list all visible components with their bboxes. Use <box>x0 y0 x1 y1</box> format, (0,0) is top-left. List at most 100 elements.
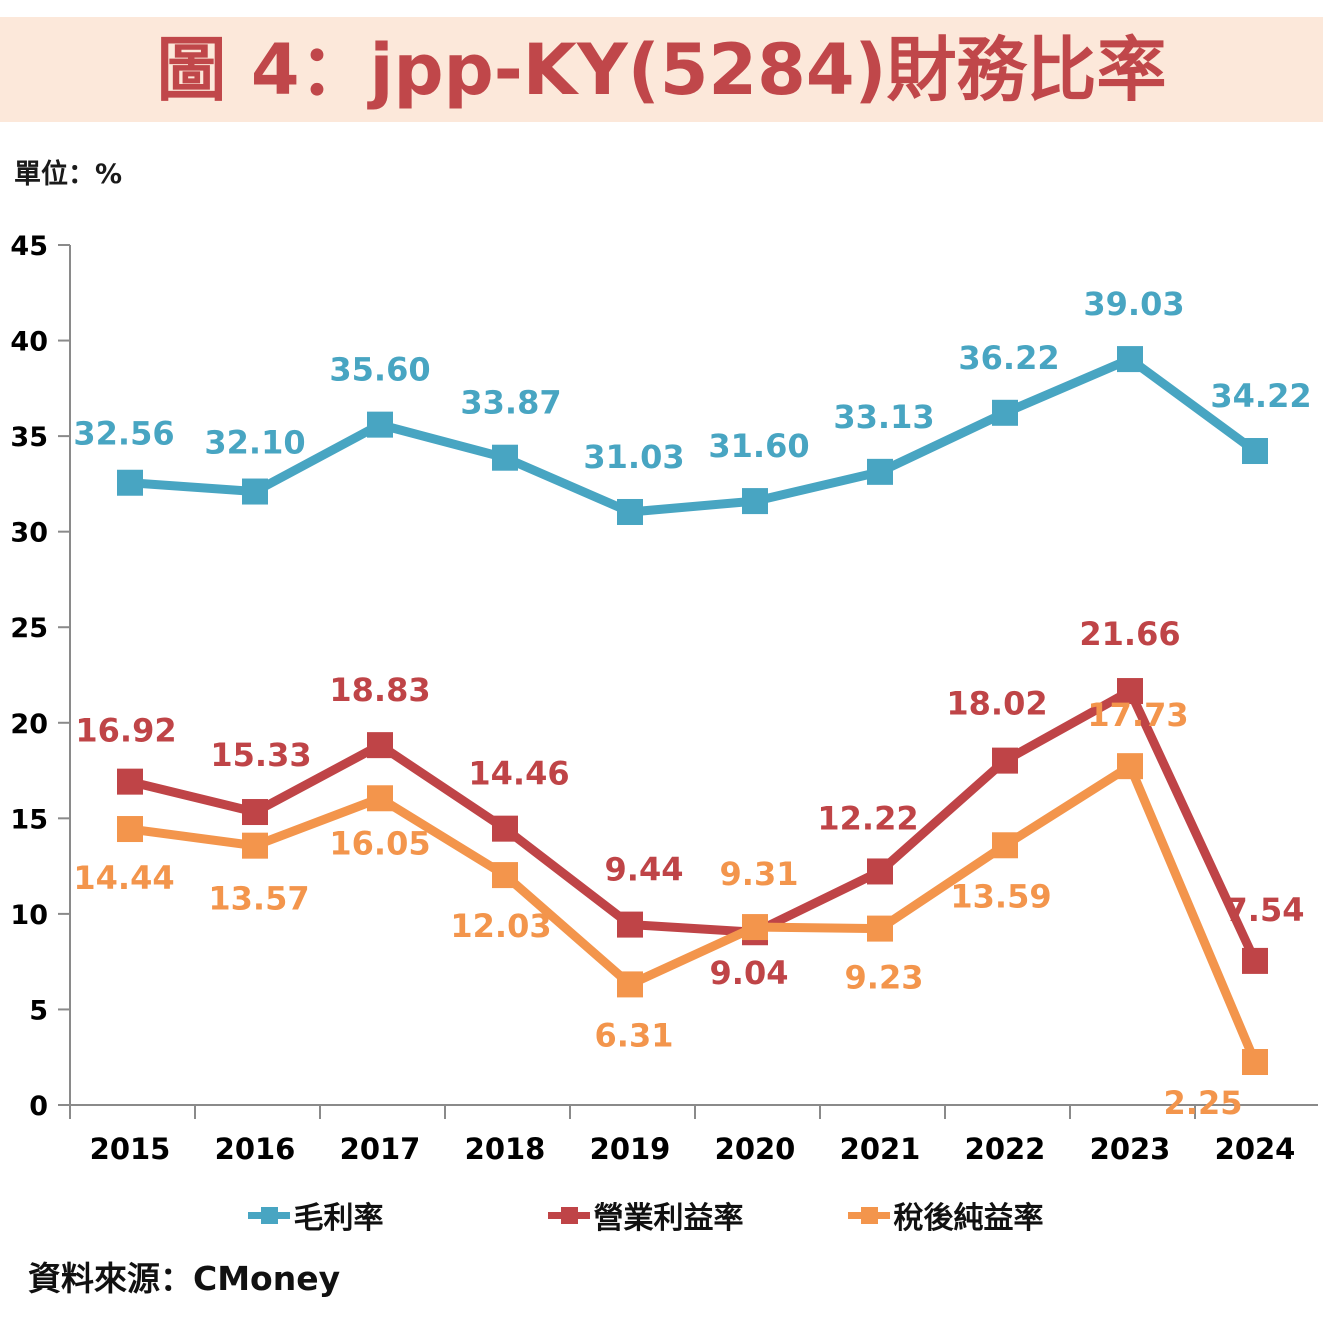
series-marker <box>1117 753 1143 780</box>
series-marker <box>867 915 893 942</box>
legend-swatch-net-margin <box>847 1204 890 1226</box>
legend-item-operating-margin[interactable]: 營業利益率 <box>512 1193 812 1237</box>
series-marker <box>242 799 268 826</box>
series-marker <box>367 411 393 438</box>
x-tick-label: 2017 <box>340 1132 421 1166</box>
data-point-label: 9.23 <box>845 959 924 997</box>
data-point-label: 6.31 <box>595 1016 674 1054</box>
chart-legend: 毛利率 營業利益率 稅後純益率 <box>0 1190 1323 1240</box>
series-marker <box>742 914 768 941</box>
series-marker <box>242 832 268 859</box>
data-point-label: 34.22 <box>1210 377 1311 415</box>
legend-label-net-margin: 稅後純益率 <box>893 1201 1044 1236</box>
data-point-label: 18.83 <box>329 671 430 709</box>
y-tick-label: 5 <box>29 995 48 1026</box>
series-marker <box>617 498 643 525</box>
series-marker <box>1117 346 1143 373</box>
legend-swatch-operating-margin <box>547 1204 590 1226</box>
series-marker <box>992 832 1018 859</box>
y-tick-label: 25 <box>10 613 48 644</box>
x-tick-label: 2015 <box>90 1132 171 1166</box>
series-marker <box>617 971 643 998</box>
data-point-label: 16.05 <box>329 824 430 862</box>
page-title: 圖 4：jpp-KY(5284)財務比率 <box>156 28 1167 111</box>
series-marker <box>367 732 393 759</box>
series-marker <box>492 862 518 889</box>
series-marker <box>992 747 1018 774</box>
data-point-label: 31.03 <box>583 438 684 476</box>
data-point-label: 14.44 <box>73 859 174 897</box>
y-tick-label: 45 <box>10 231 48 262</box>
y-tick-label: 15 <box>10 804 48 835</box>
data-point-label: 12.22 <box>817 799 918 837</box>
series-lines <box>117 346 1268 1075</box>
y-tick-label: 0 <box>29 1091 48 1122</box>
data-point-label: 12.03 <box>450 907 551 945</box>
unit-label: 單位：% <box>14 159 123 190</box>
data-point-label: 18.02 <box>946 685 1047 723</box>
y-tick-label: 40 <box>10 327 48 358</box>
series-marker <box>617 911 643 938</box>
data-point-label: 32.10 <box>204 424 305 462</box>
series-marker <box>367 785 393 812</box>
x-tick-label: 2016 <box>215 1132 296 1166</box>
data-point-label: 9.04 <box>710 954 789 992</box>
series-line <box>125 761 1260 1067</box>
data-point-label: 35.60 <box>329 351 430 389</box>
data-point-label: 33.13 <box>833 398 934 436</box>
legend-swatch-gross-margin <box>247 1204 290 1226</box>
y-tick-label: 30 <box>10 518 48 549</box>
data-point-label: 32.56 <box>73 415 174 453</box>
data-point-label: 36.22 <box>958 339 1059 377</box>
x-tick-label: 2020 <box>715 1132 796 1166</box>
data-point-label: 15.33 <box>210 736 311 774</box>
data-point-label: 17.73 <box>1087 696 1188 734</box>
series-marker <box>242 478 268 505</box>
data-point-label: 2.25 <box>1164 1084 1243 1122</box>
series-marker <box>117 768 143 795</box>
y-tick-label: 10 <box>10 900 48 931</box>
series-marker <box>1242 438 1268 465</box>
data-point-label: 33.87 <box>460 384 561 422</box>
series-marker <box>1117 678 1143 705</box>
legend-item-gross-margin[interactable]: 毛利率 <box>212 1193 512 1237</box>
y-tick-label: 35 <box>10 422 48 453</box>
y-axis: 0 5 10 15 20 25 30 35 40 45 <box>10 231 71 1122</box>
x-tick-label: 2018 <box>465 1132 546 1166</box>
data-point-labels: 32.56 32.10 35.60 33.87 31.03 31.60 33.13 36.22… <box>73 285 1311 1122</box>
source-label: 資料來源：CMoney <box>28 1259 341 1298</box>
series-marker <box>492 815 518 842</box>
data-point-label: 16.92 <box>75 712 176 750</box>
x-tick-label: 2019 <box>590 1132 671 1166</box>
x-axis: 2015 2016 2017 2018 2019 2020 2021 2022 2023 2024 <box>69 1104 1318 1166</box>
data-point-label: 9.44 <box>605 851 684 889</box>
series-marker <box>742 488 768 515</box>
title-banner: 圖 4：jpp-KY(5284)財務比率 <box>0 17 1323 122</box>
data-point-label: 14.46 <box>468 755 569 793</box>
data-point-label: 13.57 <box>208 880 309 918</box>
data-point-label: 39.03 <box>1083 285 1184 323</box>
series-marker <box>1242 947 1268 974</box>
x-tick-label: 2021 <box>840 1132 921 1166</box>
legend-label-operating-margin: 營業利益率 <box>593 1201 744 1236</box>
x-tick-label: 2024 <box>1215 1132 1296 1166</box>
x-tick-label: 2022 <box>965 1132 1046 1166</box>
data-point-label: 9.31 <box>720 855 799 893</box>
x-tick-label: 2023 <box>1090 1132 1171 1166</box>
data-point-label: 31.60 <box>708 427 809 465</box>
y-tick-label: 20 <box>10 709 48 740</box>
series-marker <box>1242 1049 1268 1075</box>
series-marker <box>867 858 893 885</box>
series-marker <box>492 444 518 471</box>
series-marker <box>992 399 1018 426</box>
series-marker <box>117 469 143 496</box>
legend-item-net-margin[interactable]: 稅後純益率 <box>812 1193 1112 1237</box>
legend-label-gross-margin: 毛利率 <box>293 1201 384 1236</box>
series-marker <box>117 816 143 843</box>
series-line <box>125 354 1260 517</box>
data-point-label: 21.66 <box>1079 615 1180 653</box>
data-point-label: 13.59 <box>950 877 1051 915</box>
series-marker <box>867 458 893 485</box>
